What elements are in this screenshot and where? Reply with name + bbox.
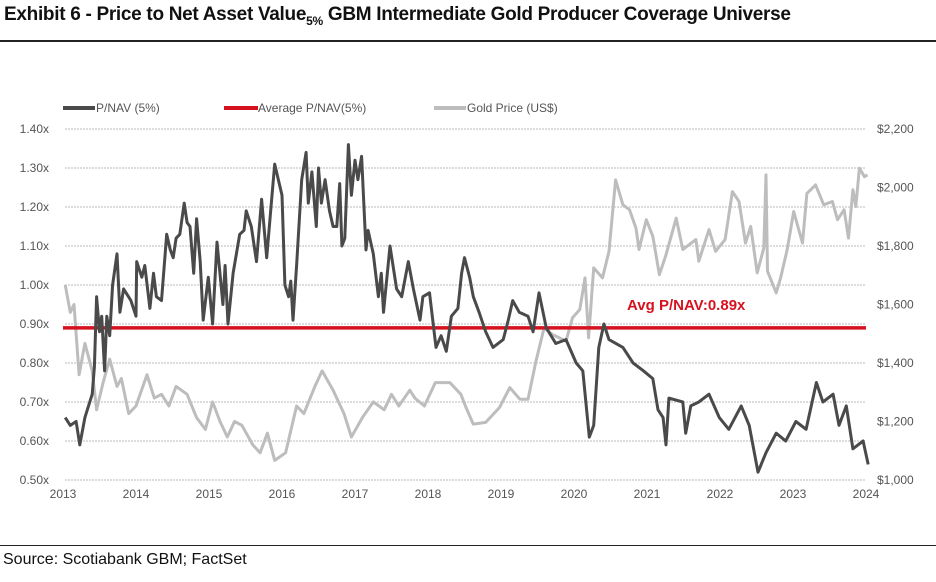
title-rest: GBM Intermediate Gold Producer Coverage … [322, 4, 791, 25]
pnav-line [63, 143, 870, 474]
title-main: Exhibit 6 - Price to Net Asset Value [4, 4, 307, 25]
x-tick-label: 2017 [342, 487, 369, 501]
y-left-tick-label: 1.00x [20, 278, 49, 292]
x-tick-label: 2018 [415, 487, 442, 501]
y-right-tick-label: $1,400 [877, 356, 914, 370]
x-tick-label: 2013 [50, 487, 77, 501]
y-right-tick-label: $2,000 [877, 181, 914, 195]
y-right-tick-label: $1,000 [877, 473, 914, 487]
source-divider [0, 545, 936, 546]
y-left-tick-label: 0.70x [20, 395, 49, 409]
y-left-tick-label: 0.50x [20, 473, 49, 487]
x-tick-label: 2020 [561, 487, 588, 501]
title-subscript: 5% [306, 13, 323, 28]
y-right-tick-label: $1,800 [877, 239, 914, 253]
x-tick-label: 2022 [707, 487, 734, 501]
y-left-tick-label: 0.80x [20, 356, 49, 370]
x-tick-label: 2015 [196, 487, 223, 501]
y-right-tick-label: $1,200 [877, 415, 914, 429]
x-tick-label: 2024 [853, 487, 880, 501]
source-note: Source: Scotiabank GBM; FactSet [3, 551, 247, 568]
y-left-tick-label: 0.60x [20, 434, 49, 448]
y-left-tick-label: 1.40x [20, 122, 49, 136]
y-left-tick-label: 1.20x [20, 200, 49, 214]
x-tick-label: 2014 [123, 487, 150, 501]
legend-label-gold: Gold Price (US$) [467, 101, 558, 115]
x-tick-label: 2021 [634, 487, 661, 501]
x-tick-label: 2023 [780, 487, 807, 501]
legend: P/NAV (5%) Average P/NAV(5%) Gold Price … [63, 101, 558, 115]
y-right-tick-label: $1,600 [877, 298, 914, 312]
title-divider [0, 40, 936, 42]
gold-price-line [63, 166, 869, 462]
x-tick-label: 2019 [488, 487, 515, 501]
avg-annotation: Avg P/NAV:0.89x [627, 297, 746, 314]
x-tick-label: 2016 [269, 487, 296, 501]
gridlines [65, 128, 866, 481]
legend-label-pnav: P/NAV (5%) [96, 101, 160, 115]
legend-label-avg: Average P/NAV(5%) [258, 101, 366, 115]
y-left-tick-label: 1.30x [20, 161, 49, 175]
y-left-tick-label: 0.90x [20, 317, 49, 331]
exhibit-title: Exhibit 6 - Price to Net Asset Value5% G… [4, 4, 791, 28]
y-left-tick-label: 1.10x [20, 239, 49, 253]
y-right-tick-label: $2,200 [877, 122, 914, 136]
